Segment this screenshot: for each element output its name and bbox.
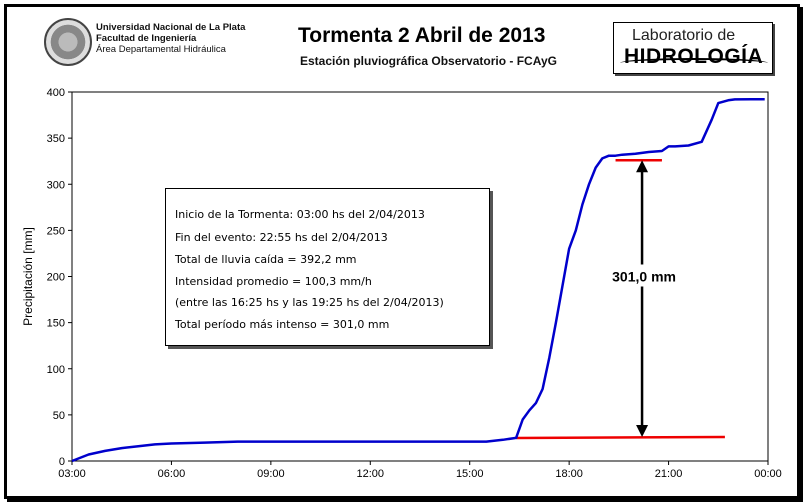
info-line-6: Total período más intenso = 301,0 mm (175, 318, 390, 331)
x-tick-label: 15:00 (456, 468, 484, 480)
info-line-4: Intensidad promedio = 100,3 mm/h (175, 275, 372, 288)
department-name: Área Departamental Hidráulica (96, 44, 226, 55)
x-tick-label: 00:00 (754, 468, 782, 480)
reference-line-lower (516, 435, 725, 440)
university-name: Universidad Nacional de La Plata (96, 22, 246, 33)
arrow-label: 301,0 mm (612, 269, 676, 285)
x-tick-label: 06:00 (158, 468, 186, 480)
chart-title: Tormenta 2 Abril de 2013 (298, 24, 546, 47)
info-line-5: (entre las 16:25 hs y las 19:25 hs del 2… (175, 296, 444, 309)
faculty-name: Facultad de Ingeniería (96, 33, 197, 44)
y-tick-label: 200 (47, 272, 65, 284)
lab-logo-line1: Laboratorio de (632, 27, 736, 44)
y-tick-label: 150 (47, 318, 65, 330)
series-line-precipitation (71, 97, 765, 463)
y-tick-label: 400 (47, 87, 65, 99)
y-tick-label: 300 (47, 179, 65, 191)
arrow-head-up-icon (636, 160, 649, 173)
y-axis-label: Precipitación [mm] (21, 227, 35, 326)
y-tick-label: 250 (47, 225, 65, 237)
university-seal-icon (44, 18, 92, 66)
x-tick-label: 12:00 (357, 468, 385, 480)
chart-subtitle: Estación pluviográfica Observatorio - FC… (300, 54, 557, 68)
storm-info-box: Inicio de la Tormenta: 03:00 hs del 2/04… (165, 188, 490, 346)
info-line-3: Total de lluvia caída = 392,2 mm (175, 253, 357, 266)
arrow-label-background (599, 264, 686, 287)
info-line-2: Fin del evento: 22:55 hs del 2/04/2013 (175, 231, 388, 244)
arrow-head-down-icon (636, 425, 649, 438)
x-tick-label: 18:00 (555, 468, 583, 480)
y-tick-label: 50 (53, 410, 65, 422)
x-tick-label: 21:00 (655, 468, 683, 480)
y-tick-label: 350 (47, 133, 65, 145)
y-tick-label: 100 (47, 364, 65, 376)
info-line-1: Inicio de la Tormenta: 03:00 hs del 2/04… (175, 208, 425, 221)
lab-logo-line2: HIDROLOGÍA (624, 45, 764, 68)
y-tick-label: 0 (59, 456, 65, 468)
university-block: Universidad Nacional de La Plata Faculta… (96, 22, 245, 55)
x-tick-label: 09:00 (257, 468, 285, 480)
x-tick-label: 03:00 (58, 468, 86, 480)
lab-logo-swoosh-icon (620, 58, 768, 68)
lab-logo: Laboratorio de HIDROLOGÍA (613, 22, 773, 74)
